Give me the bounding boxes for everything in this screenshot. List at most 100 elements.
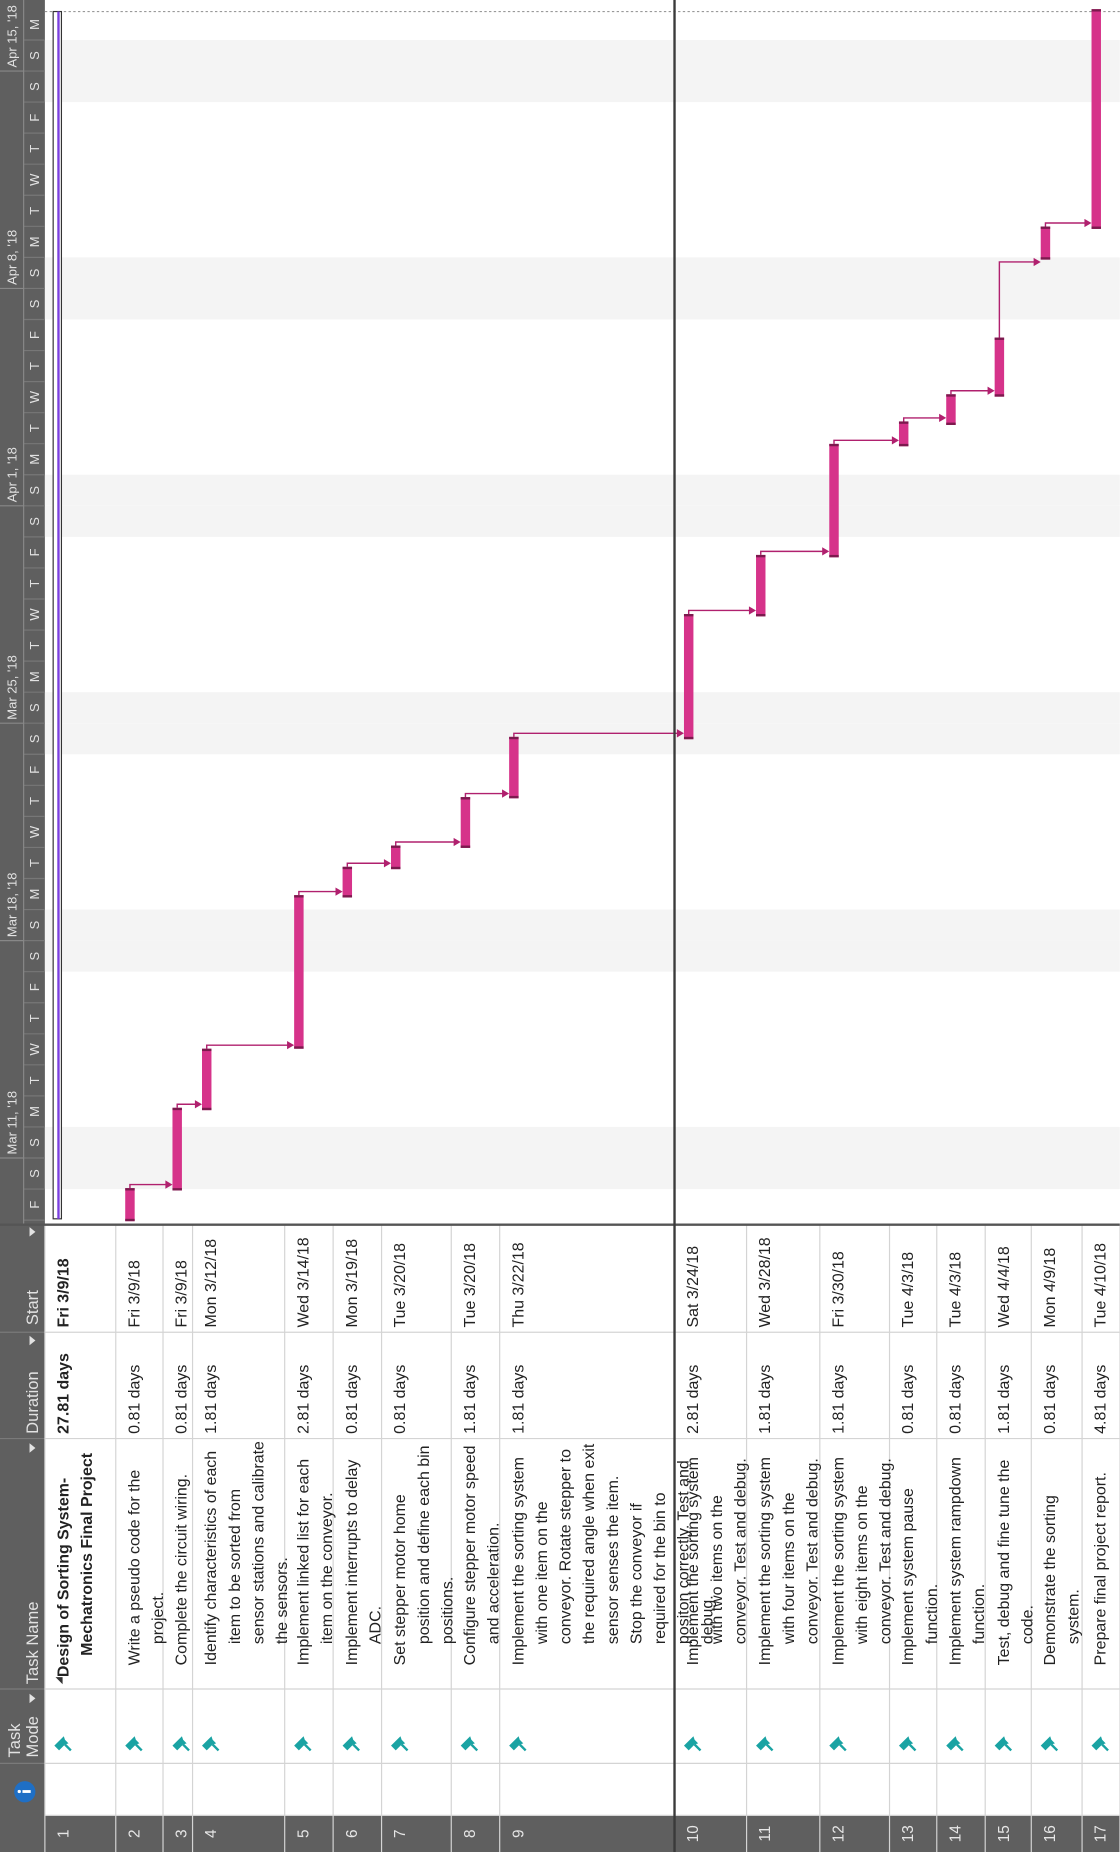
day-label: T bbox=[27, 1076, 42, 1084]
task-name[interactable]: Design of Sorting System-Mechatronics Fi… bbox=[54, 1452, 96, 1678]
info-icon bbox=[14, 1781, 36, 1803]
row-number: 11 bbox=[756, 1825, 774, 1842]
duration: 1.81 days bbox=[756, 1364, 774, 1434]
start: Tue 4/3/18 bbox=[946, 1251, 964, 1328]
weekend-shade bbox=[44, 909, 1120, 941]
weekend-shade bbox=[44, 692, 1120, 724]
weekend-shade bbox=[44, 1158, 1120, 1190]
week-label: Mar 18, '18 bbox=[5, 873, 20, 938]
bar-edge bbox=[342, 866, 353, 870]
day-label: T bbox=[27, 579, 42, 587]
link-arrow bbox=[987, 386, 995, 395]
link-line bbox=[298, 890, 337, 896]
pin-needle bbox=[908, 1743, 917, 1752]
task-bar bbox=[756, 554, 766, 617]
task-mode-icon bbox=[1091, 1736, 1109, 1752]
task-name[interactable]: Implement system pause function. bbox=[898, 1488, 941, 1666]
pin-needle bbox=[518, 1743, 527, 1752]
day-label: W bbox=[27, 390, 42, 403]
week-label: Apr 1, '18 bbox=[5, 447, 20, 502]
pin-head bbox=[683, 1736, 699, 1751]
bar-edge bbox=[294, 895, 304, 898]
pin-needle bbox=[400, 1743, 409, 1752]
link-line bbox=[346, 862, 386, 867]
row-number-column bbox=[44, 1815, 1120, 1852]
start: Mon 3/19/18 bbox=[342, 1238, 361, 1328]
task-mode-icon bbox=[509, 1736, 527, 1752]
link-arrow bbox=[939, 413, 947, 423]
selection-line bbox=[673, 0, 676, 1852]
pin-head bbox=[829, 1736, 844, 1751]
bar-edge bbox=[391, 845, 401, 848]
day-label: T bbox=[27, 207, 42, 215]
pin-needle bbox=[1050, 1743, 1059, 1752]
pin-needle bbox=[693, 1743, 702, 1752]
pin-head bbox=[460, 1736, 475, 1751]
bar-edge bbox=[202, 1048, 212, 1052]
link-arrow bbox=[287, 1041, 295, 1050]
table-grid bbox=[0, 1223, 1120, 1852]
pin-head bbox=[342, 1736, 357, 1751]
task-name[interactable]: Configure stepper motor speed and accele… bbox=[460, 1445, 503, 1666]
week-label: Mar 25, '18 bbox=[5, 655, 20, 720]
task-name[interactable]: Implement linked list for each item on t… bbox=[294, 1458, 336, 1666]
start: Mon 3/12/18 bbox=[202, 1238, 220, 1328]
duration: 0.81 days bbox=[946, 1364, 964, 1434]
link-arrow bbox=[1084, 218, 1092, 228]
task-name[interactable]: Identify characteristics of each item to… bbox=[202, 1441, 291, 1666]
duration: 0.81 days bbox=[391, 1364, 409, 1434]
bar-edge bbox=[683, 736, 694, 740]
day-label: S bbox=[27, 51, 42, 60]
row-number: 13 bbox=[898, 1825, 917, 1843]
task-mode-icon bbox=[342, 1736, 360, 1752]
task-mode-icon bbox=[756, 1736, 774, 1752]
task-name[interactable]: Implement the sorting system with four i… bbox=[756, 1457, 822, 1666]
day-label: F bbox=[27, 1201, 42, 1209]
task-name[interactable]: Demonstrate the sorting system. bbox=[1040, 1495, 1083, 1666]
start: Tue 4/10/18 bbox=[1091, 1242, 1110, 1328]
task-name[interactable]: Implement the sorting system with eight … bbox=[829, 1457, 895, 1666]
day-label: F bbox=[27, 331, 42, 339]
bar-edge bbox=[391, 866, 401, 870]
bar-edge bbox=[756, 613, 766, 617]
day-label: T bbox=[27, 424, 42, 432]
day-label: M bbox=[27, 671, 42, 682]
bar-edge bbox=[342, 895, 353, 898]
start: Fri 3/30/18 bbox=[829, 1251, 847, 1328]
day-label: S bbox=[27, 1138, 42, 1147]
row-number: 15 bbox=[994, 1825, 1013, 1843]
task-bar bbox=[1040, 226, 1051, 260]
row-number: 6 bbox=[342, 1829, 361, 1838]
pin-head bbox=[391, 1736, 406, 1751]
task-name[interactable]: Implement interrupts to delay ADC. bbox=[342, 1459, 384, 1666]
bar-edge bbox=[994, 337, 1005, 340]
row-number: 8 bbox=[460, 1829, 479, 1838]
pin-needle bbox=[135, 1743, 143, 1752]
task-mode-icon bbox=[829, 1736, 847, 1752]
day-label: W bbox=[27, 1042, 42, 1055]
link-arrow bbox=[194, 1100, 203, 1109]
task-name[interactable]: Test, debug and fine tune the code. bbox=[994, 1459, 1037, 1666]
task-name[interactable]: Prepare final project report. bbox=[1091, 1472, 1110, 1666]
duration: 0.81 days bbox=[172, 1364, 191, 1434]
link-line bbox=[687, 609, 751, 614]
task-name[interactable]: Implement the sorting system with two it… bbox=[683, 1457, 749, 1666]
task-mode-icon bbox=[172, 1736, 190, 1752]
row-number: 7 bbox=[391, 1829, 409, 1838]
task-name[interactable]: Complete the circuit wiring. bbox=[172, 1473, 191, 1666]
pin-needle bbox=[303, 1743, 312, 1752]
link-line bbox=[902, 417, 941, 422]
day-label: T bbox=[27, 1014, 42, 1022]
bar-edge bbox=[509, 736, 519, 740]
link-arrow bbox=[822, 547, 830, 556]
duration: 1.81 days bbox=[509, 1364, 527, 1434]
row-number: 10 bbox=[683, 1825, 702, 1843]
bar-edge bbox=[946, 394, 956, 397]
task-name[interactable]: Implement system rampdown function. bbox=[946, 1457, 988, 1666]
start: Wed 3/14/18 bbox=[294, 1237, 312, 1328]
task-name[interactable]: Write a pseudo code for the project. bbox=[125, 1469, 167, 1666]
task-mode-icon bbox=[898, 1736, 917, 1752]
bar-edge bbox=[1040, 257, 1051, 260]
task-name[interactable]: Set stepper motor home position and defi… bbox=[391, 1445, 456, 1666]
